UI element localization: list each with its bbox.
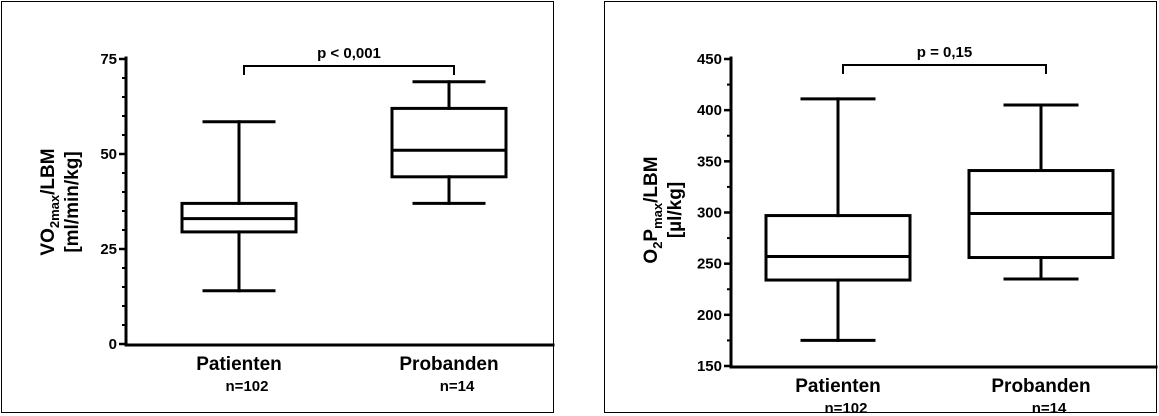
y-tick-label: 250	[697, 256, 722, 273]
y-tick-label: 450	[697, 51, 722, 68]
y-tick-label: 300	[697, 205, 722, 222]
boxplot-chart-o2pmax: 150 200 250 300 350 400 450 Patienten n=102 Proba…	[641, 44, 1158, 416]
y-tick-label: 350	[697, 153, 722, 170]
y-tick-label: 25	[100, 241, 117, 258]
sample-size-label: n=14	[440, 378, 475, 395]
y-tick-label: 400	[697, 102, 722, 119]
boxplot-chart-vo2max: 0 25 50 75 Patienten n=102 Probanden n=14 p < 0,…	[38, 45, 555, 395]
y-axis-title-line1: VO2max/LBM	[38, 148, 62, 255]
y-axis-title-line2: [ml/min/kg]	[62, 151, 83, 252]
chart-panel-o2pmax: 150 200 250 300 350 400 450 Patienten n=102 Proba…	[604, 1, 1158, 416]
y-axis-title-subscript: max	[650, 202, 665, 229]
sample-size-label: n=14	[1032, 400, 1067, 416]
sample-size-label: n=102	[825, 400, 868, 416]
y-tick-label: 0	[109, 336, 117, 353]
y-tick-label: 75	[100, 51, 117, 68]
category-label: Probanden	[399, 354, 498, 375]
y-axis-title-text: O	[641, 249, 662, 264]
chart-panel-vo2max: 0 25 50 75 Patienten n=102 Probanden n=14 p < 0,…	[1, 1, 555, 413]
significance-label: p < 0,001	[317, 45, 381, 62]
y-axis-title-text: /LBM	[38, 148, 59, 194]
box-iqr	[764, 214, 912, 282]
significance-label: p = 0,15	[917, 44, 972, 61]
y-axis-title-line2: [µl/kg]	[665, 182, 686, 238]
y-tick-label: 200	[697, 307, 722, 324]
y-axis-title-text: VO	[38, 228, 59, 255]
y-axis-title: VO2max/LBM [ml/min/kg]	[38, 148, 83, 255]
sample-size-label: n=102	[226, 378, 269, 395]
y-axis-title-text: /LBM	[641, 156, 662, 202]
y-tick-label: 50	[100, 146, 117, 163]
significance-bracket	[243, 65, 455, 75]
y-axis-title-subscript: 2	[650, 242, 665, 249]
y-axis-title-text: P	[641, 229, 662, 242]
category-label: Probanden	[991, 376, 1090, 397]
y-axis-title-subscript: 2max	[47, 194, 62, 228]
y-axis-title: O2Pmax/LBM[µl/kg]	[641, 156, 686, 263]
y-tick-label: 150	[697, 358, 722, 375]
category-label: Patienten	[795, 376, 881, 397]
y-axis-title-line1: O2Pmax/LBM	[641, 156, 665, 263]
category-label: Patienten	[196, 354, 282, 375]
box-iqr	[390, 106, 508, 179]
significance-bracket	[842, 64, 1047, 74]
